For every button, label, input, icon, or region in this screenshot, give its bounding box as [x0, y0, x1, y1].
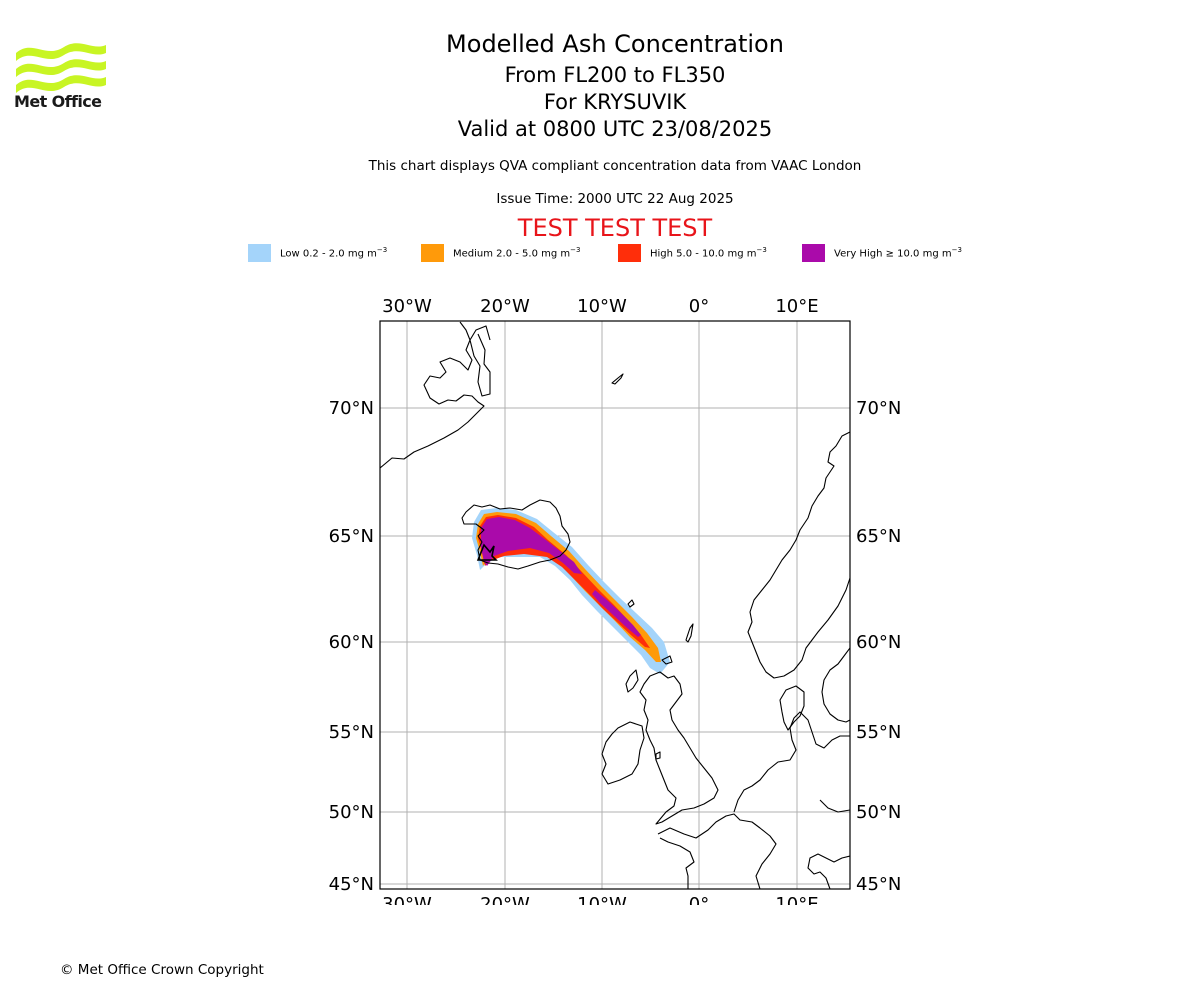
lon-tick-top-30w: 30°W	[382, 296, 432, 317]
volcano-marker-icon	[476, 543, 498, 561]
lon-tick-bottom-10w: 10°W	[577, 894, 627, 905]
ash-map: 30°W 20°W 10°W 0° 10°E 30°W 20°W 10°W 0°…	[329, 296, 902, 905]
lon-tick-top-10w: 10°W	[577, 296, 627, 317]
coast-benelux-germany	[733, 711, 850, 813]
issue-time: Issue Time: 2000 UTC 22 Aug 2025	[496, 191, 734, 207]
legend-label-medium: Medium 2.0 - 5.0 mg m	[453, 248, 571, 260]
copyright-footer: © Met Office Crown Copyright	[60, 962, 264, 978]
coast-shetland	[685, 623, 694, 643]
met-office-logo-icon	[16, 43, 106, 93]
coast-jan-mayen	[611, 373, 624, 385]
chart-description: This chart displays QVA compliant concen…	[368, 158, 862, 174]
lat-tick-left-70n: 70°N	[329, 398, 374, 419]
map-frame	[379, 320, 851, 890]
legend: Low 0.2 - 2.0 mg m−3 Medium 2.0 - 5.0 mg…	[0, 244, 1200, 266]
lat-tick-right-65n: 65°N	[856, 526, 901, 547]
legend-label-high: High 5.0 - 10.0 mg m	[650, 248, 757, 260]
coast-faroe	[627, 599, 635, 608]
lon-tick-bottom-0: 0°	[689, 894, 709, 905]
valid-time: Valid at 0800 UTC 23/08/2025	[457, 117, 773, 141]
coast-greenland-fjord	[469, 325, 491, 397]
lon-tick-bottom-30w: 30°W	[382, 894, 432, 905]
coast-italy-alps	[807, 853, 850, 889]
volcano-name: For KRYSUVIK	[543, 90, 687, 114]
legend-swatch-low	[248, 244, 271, 262]
lat-tick-left-50n: 50°N	[329, 802, 374, 823]
logo-text: Met Office	[14, 92, 102, 111]
lat-tick-left-60n: 60°N	[329, 632, 374, 653]
legend-swatch-high	[618, 244, 641, 262]
coast-scotland	[639, 671, 719, 825]
legend-exp-very-high: −3	[951, 246, 962, 255]
lat-tick-right-45n: 45°N	[856, 874, 901, 895]
chart-title: Modelled Ash Concentration	[446, 30, 784, 58]
lon-tick-top-10e: 10°E	[775, 296, 818, 317]
lon-tick-bottom-10e: 10°E	[775, 894, 818, 905]
legend-item-high: High 5.0 - 10.0 mg m−3	[618, 244, 767, 262]
coast-iceland	[461, 499, 571, 570]
lat-tick-right-60n: 60°N	[856, 632, 901, 653]
legend-item-medium: Medium 2.0 - 5.0 mg m−3	[421, 244, 580, 262]
legend-exp-low: −3	[376, 246, 388, 255]
legend-item-very-high: Very High ≥ 10.0 mg m−3	[802, 244, 962, 262]
lon-tick-bottom-20w: 20°W	[480, 894, 530, 905]
legend-swatch-very-high	[802, 244, 825, 262]
coast-orkney	[661, 655, 673, 665]
legend-swatch-medium	[421, 244, 444, 262]
coast-ireland	[601, 721, 645, 785]
coast-denmark	[779, 685, 805, 731]
coastlines	[380, 321, 850, 889]
legend-label-low: Low 0.2 - 2.0 mg m	[280, 248, 377, 260]
lon-tick-top-20w: 20°W	[480, 296, 530, 317]
lon-tick-top-0: 0°	[689, 296, 709, 317]
legend-item-low: Low 0.2 - 2.0 mg m−3	[248, 244, 387, 262]
lat-tick-right-70n: 70°N	[856, 398, 901, 419]
ash-very-high-area	[481, 517, 582, 574]
test-banner: TEST TEST TEST	[517, 214, 713, 242]
lat-tick-left-55n: 55°N	[329, 722, 374, 743]
legend-exp-medium: −3	[570, 246, 581, 255]
coast-hebrides	[625, 669, 639, 693]
lat-tick-left-45n: 45°N	[329, 874, 374, 895]
coast-greenland	[380, 321, 485, 469]
legend-exp-high: −3	[756, 246, 767, 255]
legend-label-very-high: Very High ≥ 10.0 mg m	[834, 248, 952, 260]
coast-france	[657, 813, 777, 889]
coast-isle-of-man	[655, 751, 661, 760]
coast-poland	[819, 799, 850, 813]
ash-very-high-streak	[592, 590, 641, 637]
lat-tick-right-55n: 55°N	[856, 722, 901, 743]
coast-norway	[747, 431, 850, 679]
coast-sweden	[821, 647, 850, 723]
ash-plume	[472, 508, 670, 674]
flight-levels: From FL200 to FL350	[504, 63, 726, 87]
lat-tick-right-50n: 50°N	[856, 802, 901, 823]
lat-tick-left-65n: 65°N	[329, 526, 374, 547]
